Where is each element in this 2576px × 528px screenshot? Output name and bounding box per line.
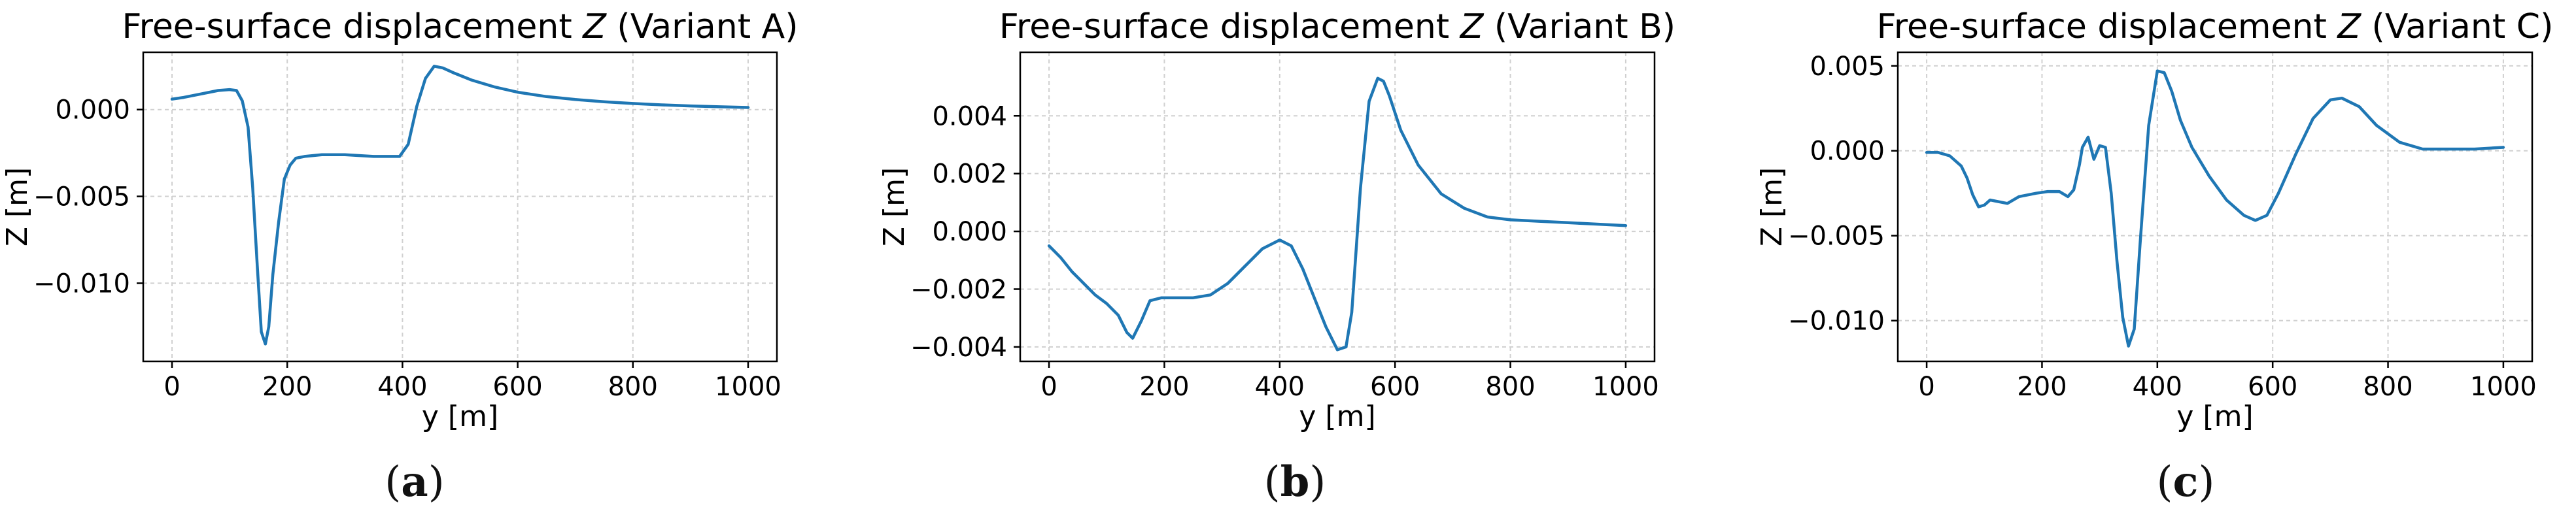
chart-title-prefix: Free-surface displacement	[122, 7, 583, 46]
chart-title: Free-surface displacement Z (Variant A)	[122, 7, 798, 46]
chart-title: Free-surface displacement Z (Variant B)	[999, 7, 1675, 46]
axes-frame	[1019, 51, 1656, 363]
chart-title-variable: Z	[1459, 7, 1485, 46]
y-tick-label: 0.005	[1810, 52, 1885, 82]
caption-open: (	[385, 458, 402, 506]
series-line	[1925, 69, 2505, 348]
y-axis-label: Z [m]	[1755, 167, 1789, 246]
x-tick-label: 1000	[715, 372, 781, 402]
y-tick-label: 0.000	[932, 217, 1007, 247]
chart-title-suffix: (Variant B)	[1483, 7, 1675, 46]
caption-close: )	[1309, 458, 1326, 506]
x-tick-label: 0	[1040, 372, 1057, 402]
x-tick-label: 800	[1485, 372, 1535, 402]
caption-c: (c)	[2120, 457, 2251, 506]
chart-title-suffix: (Variant C)	[2361, 7, 2553, 46]
caption-b: (b)	[1229, 457, 1360, 506]
x-tick-label: 200	[262, 372, 312, 402]
x-tick-label: 400	[377, 372, 427, 402]
caption-close: )	[428, 458, 445, 506]
axes-frame	[1897, 51, 2533, 363]
x-tick-label: 400	[2133, 372, 2182, 402]
caption-a: (a)	[349, 457, 480, 506]
chart-title-prefix: Free-surface displacement	[1877, 7, 2338, 46]
x-axis-label: y [m]	[1299, 400, 1375, 433]
chart-title: Free-surface displacement Z (Variant C)	[1877, 7, 2554, 46]
x-tick-label: 1000	[1592, 372, 1659, 402]
caption-open: (	[1263, 458, 1280, 506]
y-tick-label: −0.010	[1788, 306, 1885, 337]
x-axis-label: y [m]	[2176, 400, 2253, 433]
chart-title-variable: Z	[581, 7, 607, 46]
axes-frame	[142, 51, 778, 363]
y-axis-label: Z [m]	[878, 167, 911, 246]
series-line	[1047, 76, 1628, 352]
chart-title-prefix: Free-surface displacement	[999, 7, 1460, 46]
y-tick-label: 0.000	[1810, 137, 1885, 167]
chart-title-suffix: (Variant A)	[606, 7, 799, 46]
y-tick-label: −0.010	[33, 269, 130, 299]
x-tick-label: 600	[1370, 372, 1420, 402]
x-tick-label: 1000	[2470, 372, 2537, 402]
caption-letter: c	[2172, 457, 2199, 506]
x-tick-label: 200	[1139, 372, 1189, 402]
x-axis-label: y [m]	[422, 400, 498, 433]
y-tick-label: −0.002	[910, 274, 1007, 305]
caption-letter: b	[1280, 457, 1310, 506]
chart-panel-1: 0 200 400 600 800 1000 0.004 0.002 0.000 −0.002 −0…	[878, 7, 1675, 433]
chart-panel-0: 0 200 400 600 800 1000 0.000 −0.005 −0.010 y [m] Z…	[1, 7, 799, 433]
caption-open: (	[2156, 458, 2173, 506]
x-tick-label: 800	[608, 372, 658, 402]
y-tick-label: 0.004	[932, 101, 1007, 131]
caption-close: )	[2198, 458, 2215, 506]
y-axis-label: Z [m]	[1, 167, 34, 246]
x-tick-label: 0	[163, 372, 180, 402]
chart-panel-2: 0 200 400 600 800 1000 0.005 0.000 −0.005 −0.010 y…	[1755, 7, 2553, 433]
x-tick-label: 800	[2363, 372, 2413, 402]
y-tick-label: 0.000	[55, 95, 130, 125]
x-tick-label: 600	[492, 372, 542, 402]
chart-title-variable: Z	[2336, 7, 2361, 46]
y-tick-label: −0.005	[1788, 222, 1885, 252]
x-tick-label: 600	[2248, 372, 2297, 402]
x-tick-label: 0	[1918, 372, 1934, 402]
series-line	[170, 65, 750, 346]
y-tick-label: −0.004	[910, 333, 1007, 363]
x-tick-label: 200	[2017, 372, 2067, 402]
caption-letter: a	[401, 457, 428, 506]
y-tick-label: 0.002	[932, 159, 1007, 190]
y-tick-label: −0.005	[33, 182, 130, 212]
x-tick-label: 400	[1255, 372, 1305, 402]
